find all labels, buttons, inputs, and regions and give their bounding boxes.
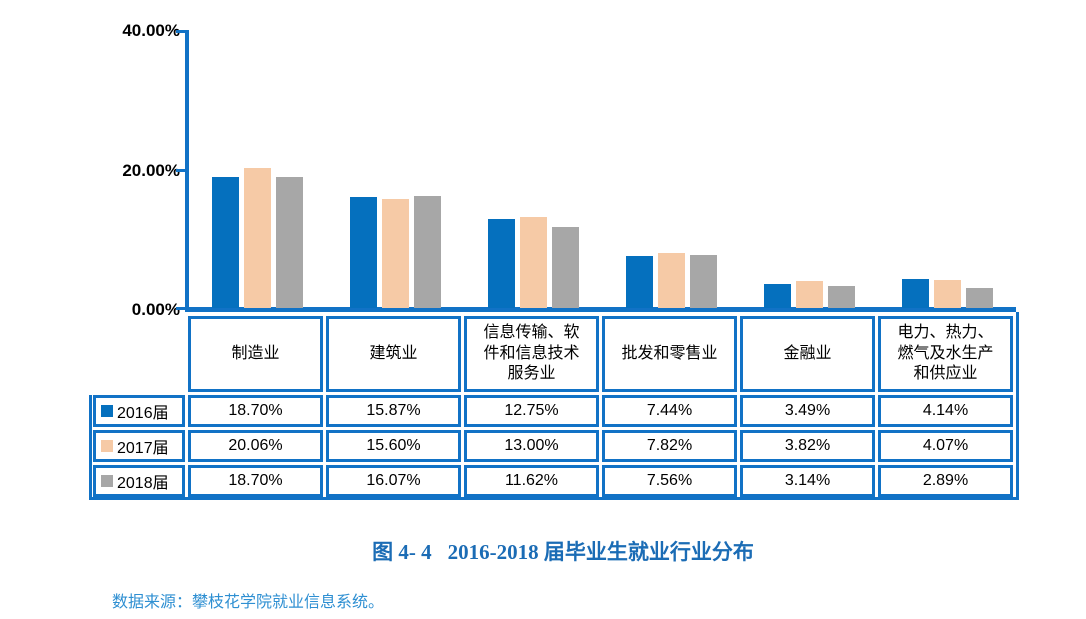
value-2017届-cat6: 4.07% — [878, 430, 1013, 462]
data-source: 数据来源：攀枝花学院就业信息系统。 — [112, 594, 385, 611]
figure-title: 2016-2018 届毕业生就业行业分布 — [447, 540, 754, 564]
bar-2016届-cat5 — [763, 284, 791, 308]
value-2018届-cat1: 18.70% — [188, 465, 323, 497]
bar-2018届-cat6 — [965, 288, 993, 308]
value-2016届-cat5: 3.49% — [740, 395, 875, 427]
bar-2016届-cat3 — [487, 219, 515, 308]
value-2018届-cat5: 3.14% — [740, 465, 875, 497]
bar-2018届-cat1 — [275, 177, 303, 308]
y-axis-tick-40 — [176, 30, 185, 33]
table-outer-border-left — [89, 395, 92, 499]
legend-swatch-2017届 — [101, 440, 113, 452]
bar-2017届-cat2 — [381, 199, 409, 308]
legend-2018届: 2018届 — [93, 465, 185, 497]
value-2018届-cat2: 16.07% — [326, 465, 461, 497]
bar-group-5 — [740, 27, 878, 308]
y-axis-line — [185, 30, 189, 311]
bar-2016届-cat2 — [349, 197, 377, 308]
bar-2017届-cat6 — [933, 280, 961, 308]
legend-swatch-2018届 — [101, 475, 113, 487]
value-2017届-cat3: 13.00% — [464, 430, 599, 462]
bar-group-1 — [188, 27, 326, 308]
value-2016届-cat3: 12.75% — [464, 395, 599, 427]
value-2018届-cat6: 2.89% — [878, 465, 1013, 497]
legend-label-2018届: 2018届 — [117, 475, 169, 492]
value-2018届-cat3: 11.62% — [464, 465, 599, 497]
value-2017届-cat5: 3.82% — [740, 430, 875, 462]
bar-2017届-cat4 — [657, 253, 685, 308]
bar-group-4 — [602, 27, 740, 308]
data-table: 制造业 建筑业 信息传输、软 件和信息技术 服务业 批发和零售业 金融业 电力、热力、 燃… — [93, 316, 1013, 497]
legend-2016届: 2016届 — [93, 395, 185, 427]
legend-label-2017届: 2017届 — [117, 440, 169, 457]
value-2017届-cat4: 7.82% — [602, 430, 737, 462]
value-2016届-cat4: 7.44% — [602, 395, 737, 427]
y-axis-tick-20 — [176, 169, 185, 172]
legend-2017届: 2017届 — [93, 430, 185, 462]
bar-2018届-cat4 — [689, 255, 717, 308]
figure-label: 图 4- 4 — [372, 540, 432, 564]
category-header-3: 信息传输、软 件和信息技术 服务业 — [464, 316, 599, 392]
x-axis-line — [185, 307, 1016, 312]
y-axis-label-40: 40.00% — [122, 21, 180, 40]
y-axis-label-20: 20.00% — [122, 161, 180, 180]
bar-chart — [188, 27, 1016, 308]
bar-group-2 — [326, 27, 464, 308]
value-2016届-cat6: 4.14% — [878, 395, 1013, 427]
legend-label-2016届: 2016届 — [117, 405, 169, 422]
bar-2017届-cat3 — [519, 217, 547, 308]
value-2017届-cat2: 15.60% — [326, 430, 461, 462]
bar-2016届-cat1 — [211, 177, 239, 308]
bar-group-3 — [464, 27, 602, 308]
figure-caption: 图 4- 4 2016-2018 届毕业生就业行业分布 — [40, 536, 1086, 566]
bar-group-6 — [878, 27, 1016, 308]
bar-2016届-cat4 — [625, 256, 653, 308]
table-outer-border-right — [1016, 312, 1019, 499]
category-header-5: 金融业 — [740, 316, 875, 392]
table-outer-border-bottom — [89, 497, 1019, 500]
category-header-2: 建筑业 — [326, 316, 461, 392]
bar-2018届-cat3 — [551, 227, 579, 308]
value-2017届-cat1: 20.06% — [188, 430, 323, 462]
legend-swatch-2016届 — [101, 405, 113, 417]
bar-2016届-cat6 — [901, 279, 929, 308]
value-2018届-cat4: 7.56% — [602, 465, 737, 497]
bar-2017届-cat5 — [795, 281, 823, 308]
category-header-6: 电力、热力、 燃气及水生产 和供应业 — [878, 316, 1013, 392]
value-2016届-cat1: 18.70% — [188, 395, 323, 427]
bar-2018届-cat2 — [413, 196, 441, 308]
value-2016届-cat2: 15.87% — [326, 395, 461, 427]
y-axis-tick-0 — [176, 307, 185, 310]
y-axis-label-0: 0.00% — [131, 300, 180, 319]
category-header-4: 批发和零售业 — [602, 316, 737, 392]
bar-2018届-cat5 — [827, 286, 855, 308]
category-header-1: 制造业 — [188, 316, 323, 392]
table-corner — [93, 316, 185, 392]
bar-2017届-cat1 — [243, 168, 271, 308]
